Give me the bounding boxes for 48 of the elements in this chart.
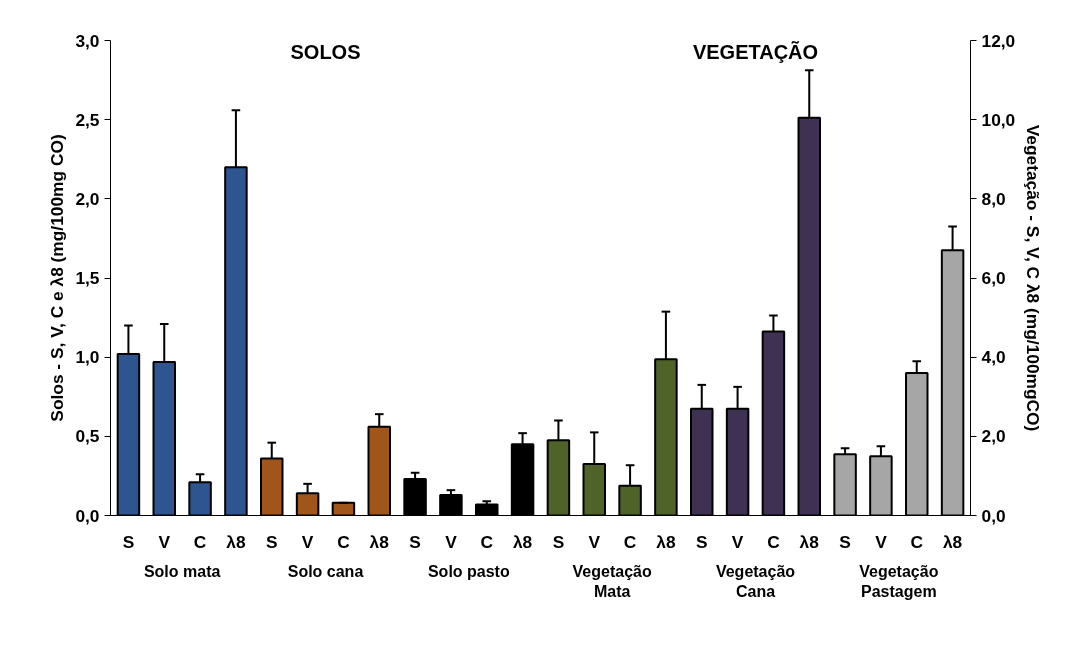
y-tick-label: 0,5 [75,426,100,447]
y2-tick-label: 10,0 [981,109,1016,130]
x-tick-label: V [731,531,744,552]
x-tick-label: λ8 [512,531,533,552]
x-tick-label: λ8 [799,531,820,552]
x-tick-label: C [767,531,781,552]
x-tick-label: S [839,531,851,552]
y-tick-label: 1,5 [75,268,100,288]
y2-axis-title: Vegetação - S, V, C λ8 (mg/100mgCO) [1023,124,1044,432]
y2-tick-label: 6,0 [981,268,1006,288]
y-tick-label: 2,5 [75,109,100,130]
x-tick-label: λ8 [942,531,963,552]
text: Vegetação Pastagem [859,562,939,600]
y-tick-label: 2,0 [75,188,100,209]
text: Vegetação Mata [572,562,652,600]
text: Solo cana [287,562,364,580]
y2-tick-label: 8,0 [981,188,1006,209]
y-tick-label: 0,0 [75,505,100,526]
x-tick-label: λ8 [656,531,676,552]
x-tick-label: λ8 [226,531,246,552]
y-tick-label: 1,0 [75,347,100,368]
x-tick-label: S [552,531,565,552]
x-tick-label: C [337,531,351,552]
y2-tick-label: 12,0 [981,30,1016,51]
text: Vegetação Cana [715,562,796,600]
y2-tick-label: 0,0 [981,505,1006,526]
x-tick-label: V [445,531,458,552]
x-tick-label: C [480,531,494,552]
y2-tick-label: 2,0 [981,426,1006,447]
x-tick-label: S [695,531,708,552]
annotation: SOLOS [290,40,361,63]
x-tick-label: S [265,531,278,552]
y-tick-label: 3,0 [75,30,100,51]
x-tick-label: C [910,531,924,552]
y2-tick-label: 4,0 [981,347,1006,368]
x-tick-label: V [158,531,171,552]
x-tick-label: S [122,531,135,552]
text: Solo mata [143,562,221,580]
x-tick-label: V [875,531,888,552]
text: Solo pasto [427,562,510,580]
x-tick-label: S [409,531,421,552]
x-tick-label: C [193,531,207,552]
x-tick-label: V [301,531,314,552]
annotation: VEGETAÇÃO [692,40,819,63]
x-tick-label: V [588,531,601,552]
x-tick-label: λ8 [369,531,390,552]
y-axis-title: Solos - S, V, C e λ8 (mg/100mg CO) [47,134,68,422]
x-tick-label: C [623,531,637,552]
